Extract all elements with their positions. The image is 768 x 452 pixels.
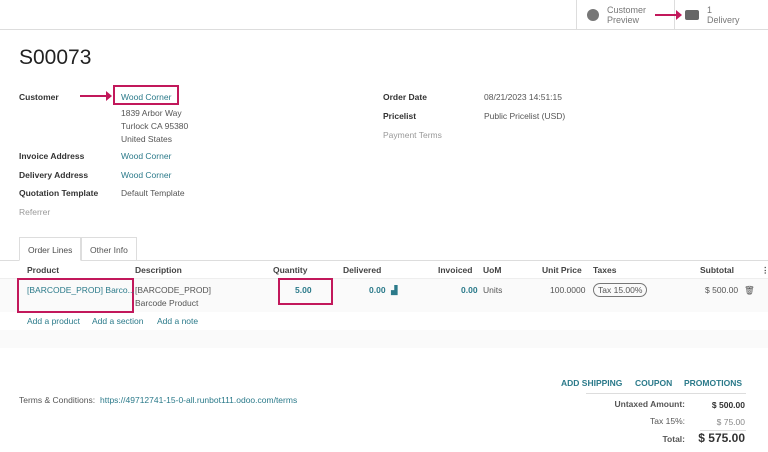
col-subtotal[interactable]: Subtotal (700, 265, 734, 275)
line-unit-price[interactable]: 100.0000 (550, 285, 586, 295)
customer-field[interactable]: Wood Corner (121, 92, 172, 102)
tab-other-info[interactable]: Other Info (81, 237, 137, 261)
forecast-chart-icon[interactable]: ▟ (391, 285, 398, 295)
terms-label: Terms & Conditions: (19, 395, 96, 405)
globe-icon (587, 8, 599, 21)
col-invoiced[interactable]: Invoiced (438, 265, 473, 275)
line-delivered: 0.00 (369, 285, 386, 295)
customer-preview-button[interactable]: Customer Preview (576, 0, 674, 29)
annotation-arrow (655, 10, 682, 20)
delivery-label: Delivery (707, 14, 740, 25)
preview-label-2: Preview (607, 14, 640, 25)
order-date-field[interactable]: 08/21/2023 14:51:15 (484, 92, 562, 102)
annotation-arrow (80, 91, 112, 101)
delivery-address-field[interactable]: Wood Corner (121, 170, 172, 180)
col-quantity[interactable]: Quantity (273, 265, 308, 275)
highlight-box (113, 85, 179, 105)
address-line: United States (121, 134, 173, 144)
line-description[interactable]: [BARCODE_PROD] (135, 285, 212, 295)
empty-row (0, 330, 768, 348)
order-date-label: Order Date (383, 92, 427, 102)
divider (586, 393, 746, 394)
col-delivered[interactable]: Delivered (343, 265, 382, 275)
line-invoiced: 0.00 (461, 285, 478, 295)
line-subtotal: $ 500.00 (705, 285, 739, 295)
untaxed-label: Untaxed Amount: (614, 399, 685, 409)
pricelist-field[interactable]: Public Pricelist (USD) (484, 111, 566, 121)
quotation-template-label: Quotation Template (19, 188, 99, 198)
address-line: Turlock CA 95380 (121, 121, 189, 131)
invoice-address-field[interactable]: Wood Corner (121, 151, 172, 161)
tax-amount: $ 75.00 (716, 417, 745, 427)
truck-icon (685, 9, 699, 20)
smart-button-bar: Customer Preview 1 Delivery (0, 0, 768, 30)
col-description[interactable]: Description (135, 265, 182, 275)
coupon-button[interactable]: COUPON (635, 378, 673, 388)
divider (0, 260, 768, 261)
col-product[interactable]: Product (27, 265, 60, 275)
referrer-label: Referrer (19, 207, 51, 217)
delivery-count: 1 (707, 4, 713, 15)
divider (700, 430, 746, 431)
column-options-icon[interactable]: ⋮ (761, 265, 768, 275)
highlight-box (278, 278, 333, 305)
total-label: Total: (662, 434, 685, 444)
terms-link[interactable]: https://49712741-15-0-all.runbot111.odoo… (100, 395, 298, 405)
add-product-link[interactable]: Add a product (27, 316, 80, 326)
line-product[interactable]: [BARCODE_PROD] Barco... (27, 285, 135, 295)
col-uom[interactable]: UoM (483, 265, 502, 275)
add-shipping-button[interactable]: ADD SHIPPING (561, 378, 623, 388)
promotions-button[interactable]: PROMOTIONS (684, 378, 743, 388)
line-quantity[interactable]: 5.00 (295, 285, 312, 295)
tax-label: Tax 15%: (650, 416, 685, 426)
pricelist-label: Pricelist (383, 111, 417, 121)
add-section-link[interactable]: Add a section (92, 316, 144, 326)
customer-label: Customer (19, 92, 59, 102)
untaxed-amount: $ 500.00 (711, 400, 745, 410)
quotation-template-field[interactable]: Default Template (121, 188, 185, 198)
add-note-link[interactable]: Add a note (157, 316, 199, 326)
line-uom[interactable]: Units (483, 285, 503, 295)
highlight-box (17, 278, 134, 313)
col-taxes[interactable]: Taxes (593, 265, 617, 275)
tab-order-lines[interactable]: Order Lines (19, 237, 82, 261)
payment-terms-label: Payment Terms (383, 130, 442, 140)
col-unit-price[interactable]: Unit Price (542, 265, 582, 275)
delivery-address-label: Delivery Address (19, 170, 89, 180)
delivery-button[interactable]: 1 Delivery (674, 0, 768, 29)
trash-icon[interactable]: 🗑 (744, 285, 755, 295)
address-line: 1839 Arbor Way (121, 108, 182, 118)
invoice-address-label: Invoice Address (19, 151, 85, 161)
tax-badge[interactable]: Tax 15.00% (593, 283, 648, 297)
page-title: S00073 (19, 46, 92, 69)
total-amount: $ 575.00 (698, 431, 745, 445)
line-description-2: Barcode Product (135, 298, 199, 308)
preview-label: Customer (607, 4, 647, 15)
